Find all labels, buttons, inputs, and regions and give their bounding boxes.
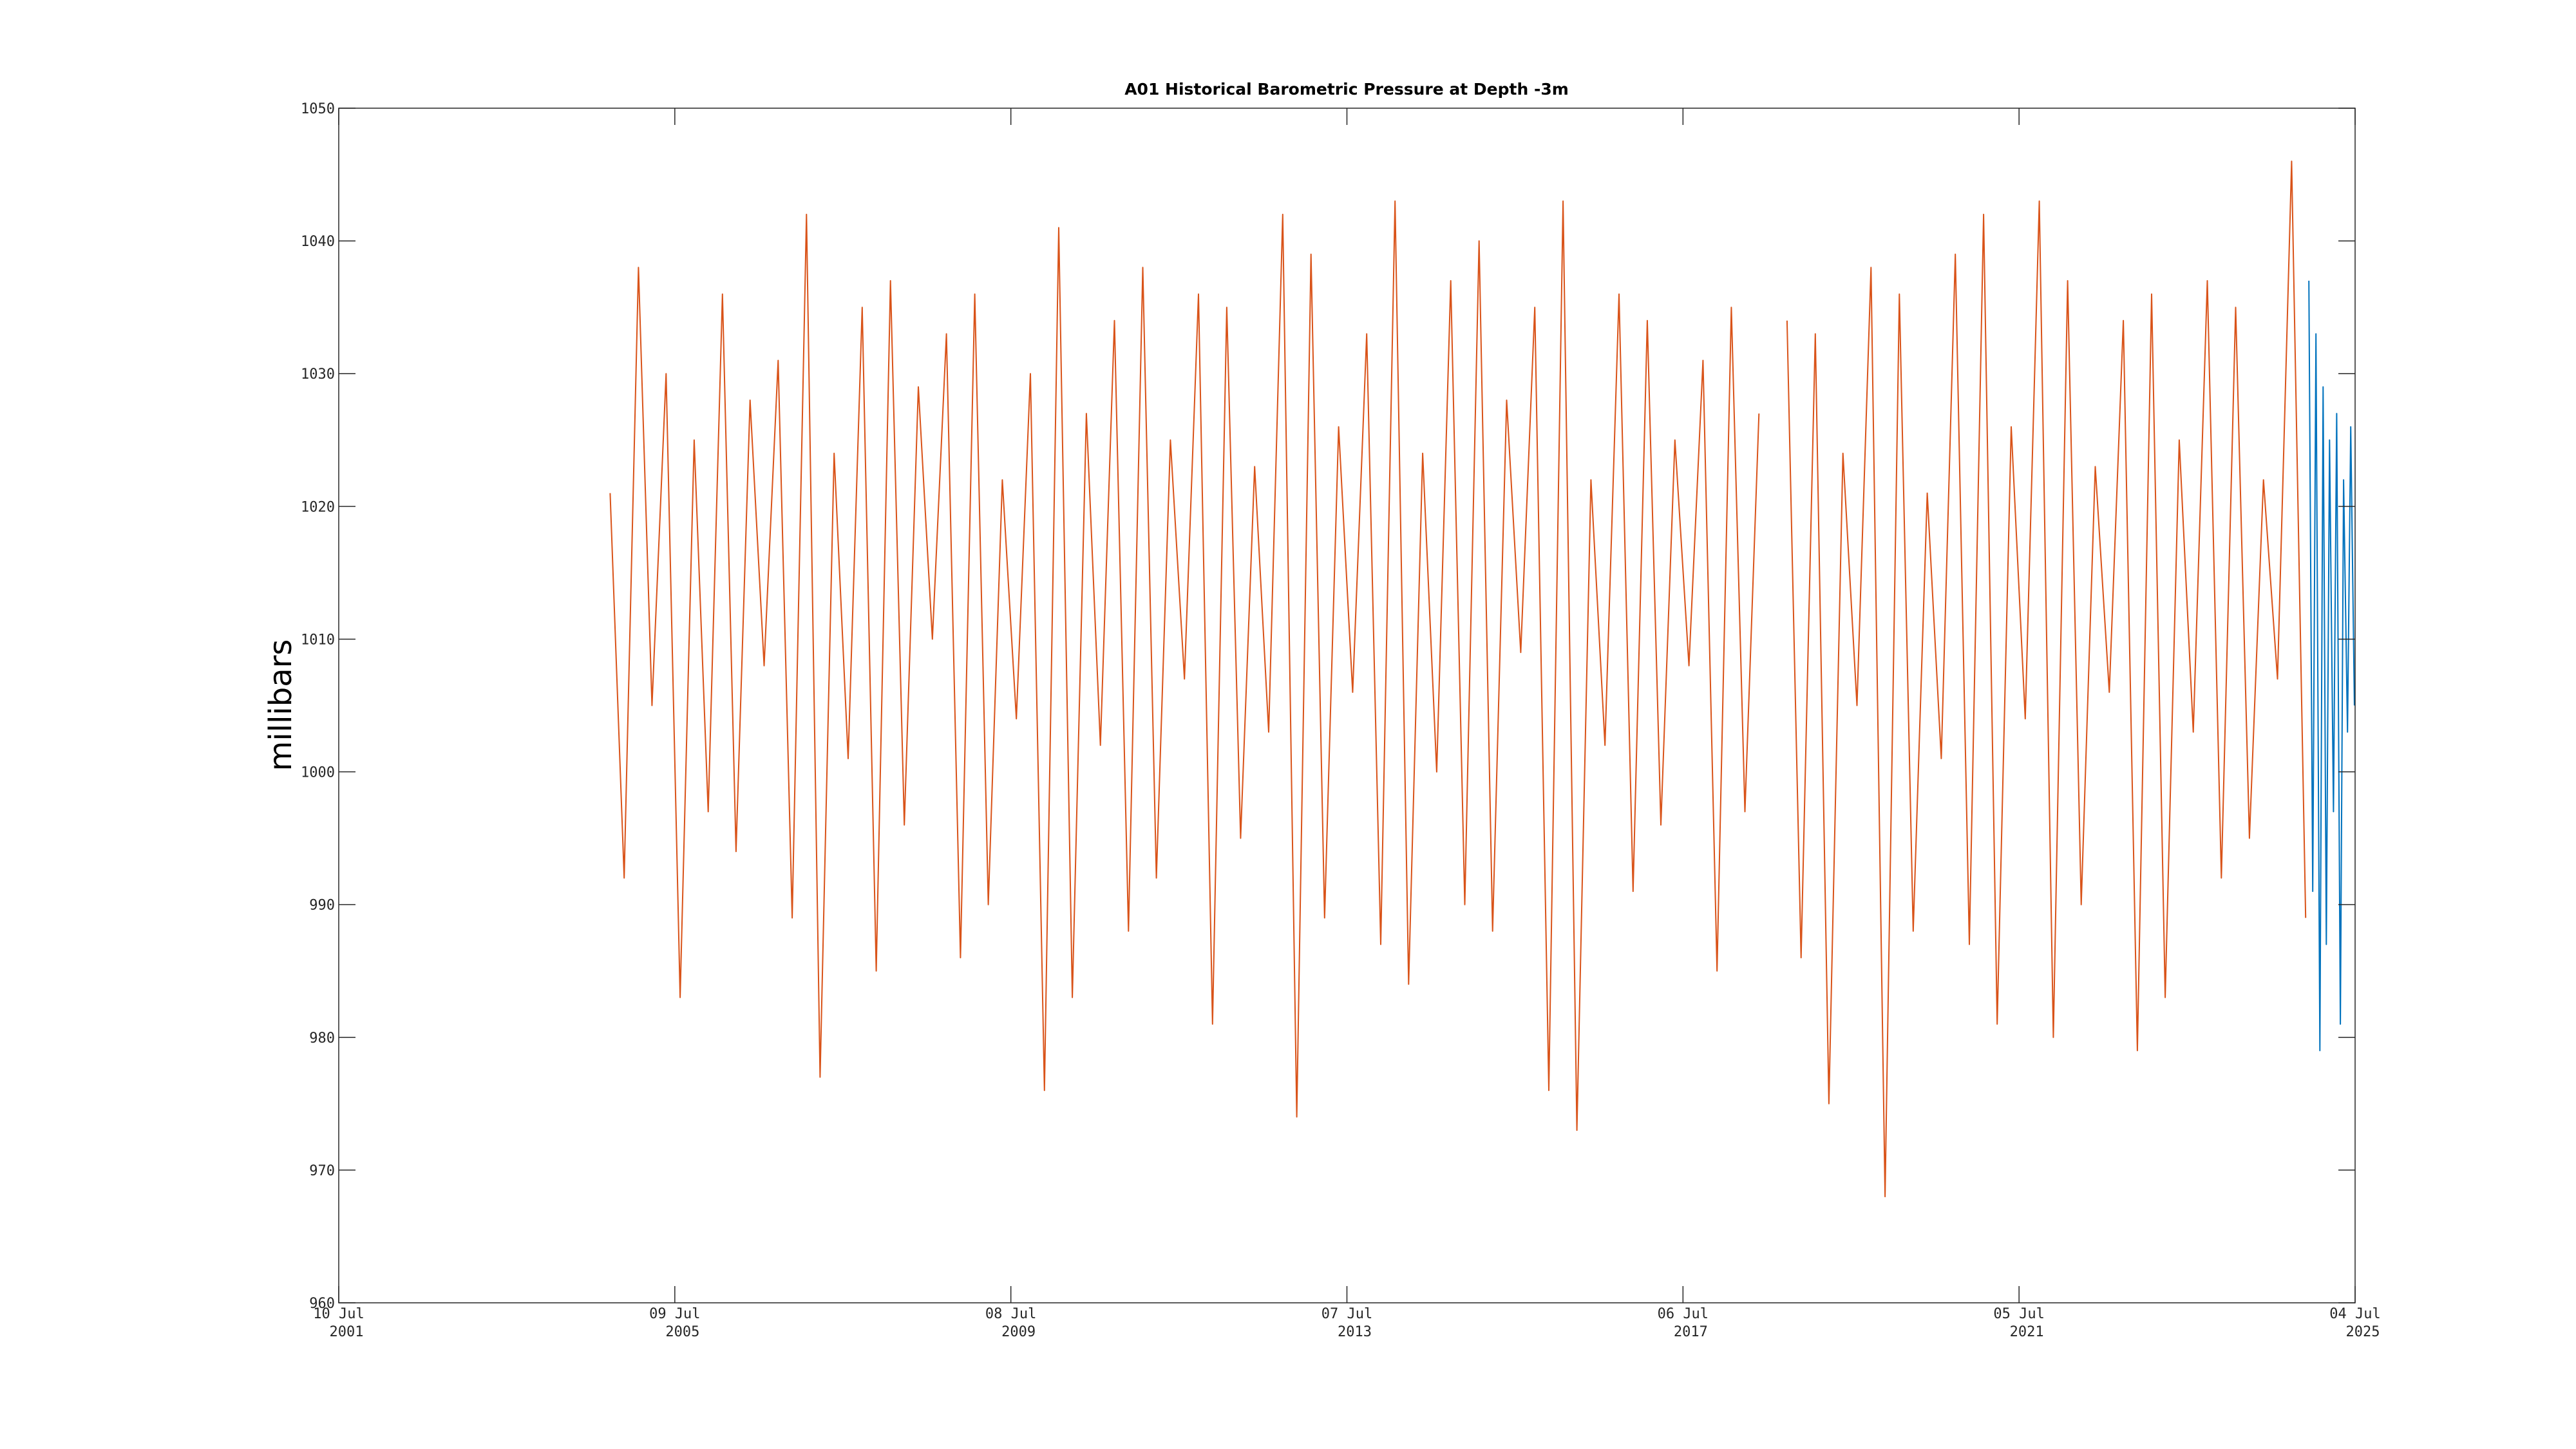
y-tick-label: 990 xyxy=(309,898,335,914)
y-tick-label: 960 xyxy=(309,1296,335,1312)
x-tick-label: 2001 xyxy=(330,1324,364,1340)
x-tick-label: 2013 xyxy=(1338,1324,1372,1340)
y-tick-label: 1010 xyxy=(301,632,335,648)
y-tick-label: 980 xyxy=(309,1030,335,1046)
x-tick-label: 05 Jul xyxy=(1993,1306,2044,1322)
y-tick-label: 1020 xyxy=(301,499,335,515)
x-tick-label: 2025 xyxy=(2346,1324,2380,1340)
x-tick-label: 2009 xyxy=(1001,1324,1036,1340)
y-tick-label: 970 xyxy=(309,1163,335,1179)
x-tick-label: 09 Jul xyxy=(649,1306,700,1322)
x-tick-label: 08 Jul xyxy=(985,1306,1036,1322)
data-line xyxy=(2308,280,2355,1052)
x-tick-label: 10 Jul xyxy=(313,1306,364,1322)
x-tick-label: 2017 xyxy=(1674,1324,1708,1340)
data-line xyxy=(609,160,2307,1198)
x-tick-label: 2005 xyxy=(665,1324,699,1340)
y-tick-label: 1030 xyxy=(301,366,335,383)
y-axis-label: millibars xyxy=(263,639,299,772)
chart-title: A01 Historical Barometric Pressure at De… xyxy=(1124,80,1569,99)
x-tick-label: 06 Jul xyxy=(1658,1306,1709,1322)
x-tick-label: 2021 xyxy=(2010,1324,2044,1340)
x-tick-label: 04 Jul xyxy=(2329,1306,2380,1322)
y-tick-label: 1050 xyxy=(301,101,335,117)
x-tick-label: 07 Jul xyxy=(1321,1306,1372,1322)
y-tick-label: 1040 xyxy=(301,234,335,250)
y-tick-label: 1000 xyxy=(301,765,335,781)
